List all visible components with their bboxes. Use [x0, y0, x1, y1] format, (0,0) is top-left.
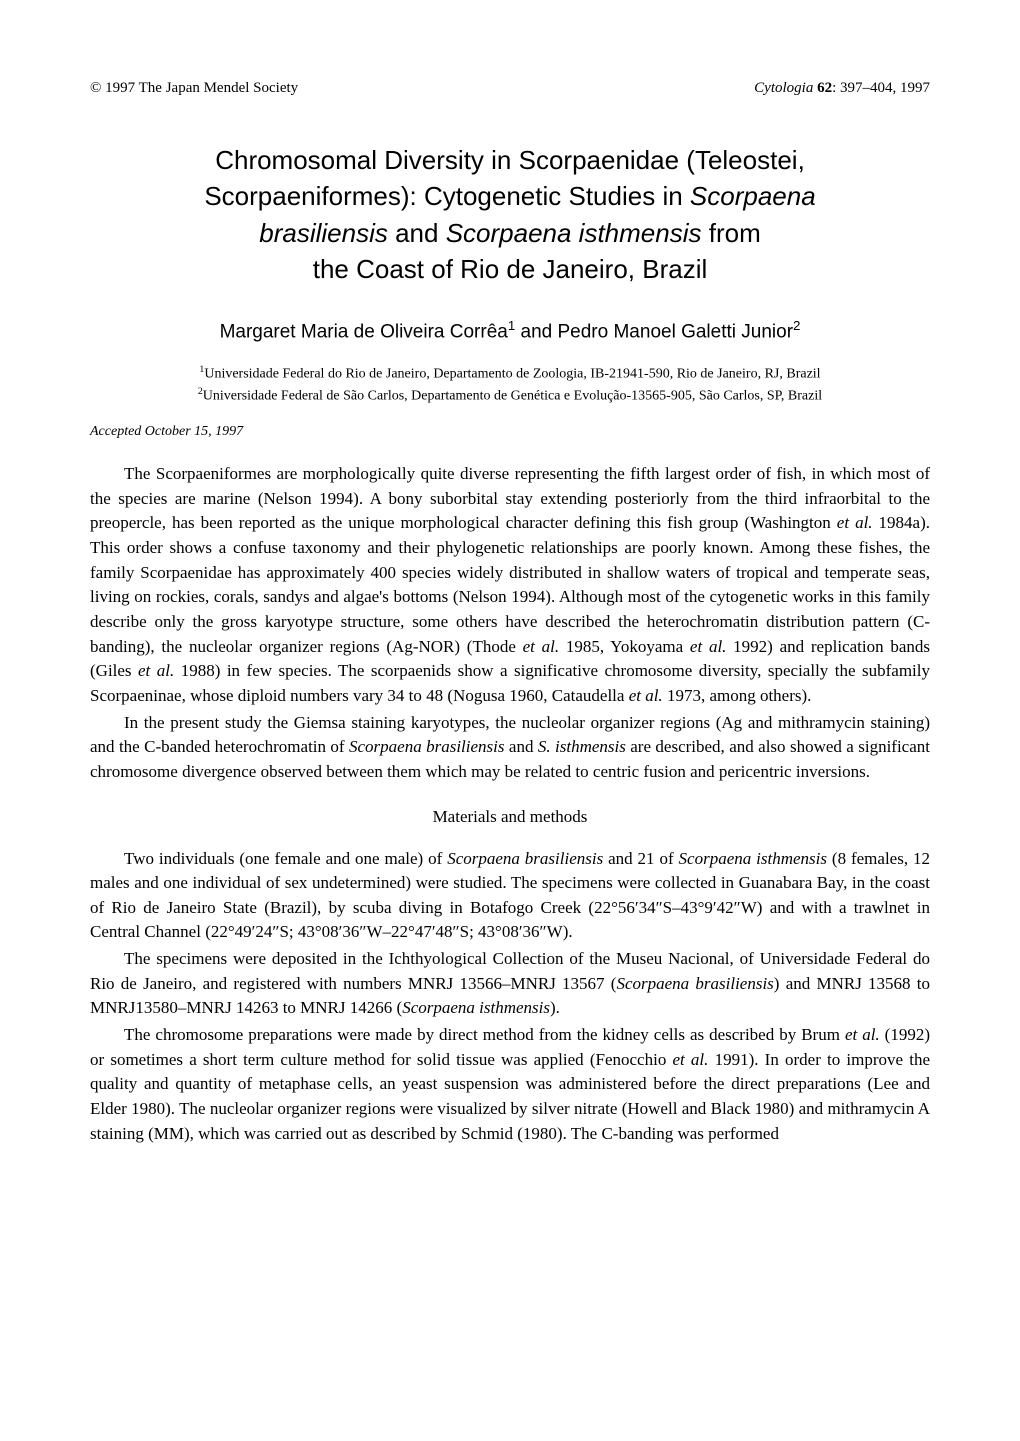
text-run: The Scorpaeniformes are morphologically …: [90, 464, 930, 532]
journal-citation: Cytologia 62: 397–404, 1997: [754, 80, 930, 97]
title-line-3-mid: and: [388, 218, 446, 248]
methods-para-2: The specimens were deposited in the Icht…: [90, 947, 930, 1021]
authors-line: Margaret Maria de Oliveira Corrêa1 and P…: [90, 318, 930, 343]
running-header: © 1997 The Japan Mendel Society Cytologi…: [90, 80, 930, 97]
species-name: Scorpaena brasiliensis: [349, 737, 505, 756]
author-2-sup: 2: [793, 318, 800, 333]
species-name: Scorpaena isthmensis: [679, 849, 827, 868]
title-line-3-suffix: from: [702, 218, 761, 248]
introduction-section: The Scorpaeniformes are morphologically …: [90, 462, 930, 784]
text-run: The chromosome preparations were made by…: [124, 1025, 845, 1044]
copyright-text: © 1997 The Japan Mendel Society: [90, 80, 298, 97]
title-species-2: Scorpaena isthmensis: [446, 218, 702, 248]
et-al: et al.: [673, 1050, 709, 1069]
species-name: Scorpaena isthmensis: [402, 998, 550, 1017]
et-al: et al.: [690, 637, 727, 656]
affiliations-block: 1Universidade Federal do Rio de Janeiro,…: [90, 363, 930, 406]
journal-volume: 62: [817, 80, 832, 96]
accepted-date: Accepted October 15, 1997: [90, 424, 930, 440]
aff-1: Universidade Federal do Rio de Janeiro, …: [204, 367, 820, 382]
methods-heading: Materials and methods: [90, 807, 930, 827]
aff-2: Universidade Federal de São Carlos, Depa…: [203, 388, 822, 403]
title-species-1: brasiliensis: [259, 218, 388, 248]
title-line-2-prefix: Scorpaeniformes): Cytogenetic Studies in: [204, 181, 690, 211]
text-run: 1973, among others).: [663, 686, 812, 705]
et-al: et al.: [523, 637, 560, 656]
text-run: and: [505, 737, 538, 756]
title-line-4: the Coast of Rio de Janeiro, Brazil: [313, 254, 708, 284]
intro-para-1: The Scorpaeniformes are morphologically …: [90, 462, 930, 708]
et-al: et al.: [845, 1025, 880, 1044]
journal-name: Cytologia: [754, 80, 817, 96]
article-title: Chromosomal Diversity in Scorpaenidae (T…: [90, 142, 930, 288]
text-run: 1985, Yokoyama: [559, 637, 690, 656]
author-2: Pedro Manoel Galetti Junior: [558, 321, 794, 342]
title-genus-1: Scorpaena: [690, 181, 816, 211]
text-run: Two individuals (one female and one male…: [124, 849, 447, 868]
text-run: 1984a). This order shows a confuse taxon…: [90, 513, 930, 655]
intro-para-2: In the present study the Giemsa staining…: [90, 711, 930, 785]
author-conj: and: [515, 321, 557, 342]
et-al: et al.: [138, 661, 174, 680]
title-line-1: Chromosomal Diversity in Scorpaenidae (T…: [215, 145, 805, 175]
species-name: S. isthmensis: [538, 737, 626, 756]
author-1: Margaret Maria de Oliveira Corrêa: [220, 321, 508, 342]
et-al: et al.: [837, 513, 873, 532]
methods-section: Two individuals (one female and one male…: [90, 847, 930, 1147]
journal-pages: : 397–404, 1997: [832, 80, 930, 96]
title-block: Chromosomal Diversity in Scorpaenidae (T…: [90, 142, 930, 288]
species-name: Scorpaena brasiliensis: [447, 849, 603, 868]
species-name: Scorpaena brasiliensis: [616, 974, 773, 993]
methods-para-3: The chromosome preparations were made by…: [90, 1023, 930, 1146]
text-run: ).: [550, 998, 560, 1017]
text-run: and 21 of: [603, 849, 678, 868]
et-al: et al.: [629, 686, 663, 705]
methods-para-1: Two individuals (one female and one male…: [90, 847, 930, 946]
